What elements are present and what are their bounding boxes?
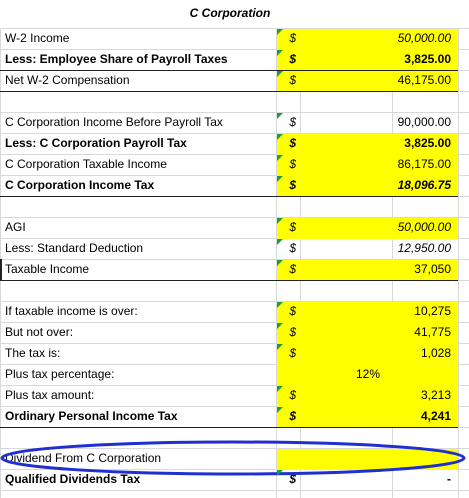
currency-symbol: $ <box>289 178 296 192</box>
highlight <box>277 344 458 365</box>
grid-line <box>0 490 469 491</box>
border-line <box>0 91 458 92</box>
grid-line <box>0 301 469 302</box>
highlight <box>277 365 458 386</box>
currency-symbol: $ <box>289 157 296 171</box>
highlight <box>277 29 458 50</box>
currency-symbol: $ <box>289 325 296 339</box>
row-label: C Corporation Taxable Income <box>5 157 167 171</box>
row-label: Dividend From C Corporation <box>5 451 162 465</box>
row-label: Less: C Corporation Payroll Tax <box>5 136 187 150</box>
row-label: C Corporation Income Before Payroll Tax <box>5 115 223 129</box>
row-label: The tax is: <box>5 346 61 360</box>
grid-line <box>0 217 469 218</box>
grid-line <box>0 343 469 344</box>
currency-symbol: $ <box>289 472 296 486</box>
border-line <box>0 70 458 71</box>
row-label: AGI <box>5 220 26 234</box>
grid-line <box>0 133 469 134</box>
currency-symbol: $ <box>289 73 296 87</box>
grid-line <box>0 259 469 260</box>
sheet-title: C Corporation <box>189 6 271 20</box>
grid-line <box>0 238 469 239</box>
highlight <box>277 386 458 407</box>
highlight <box>277 134 458 155</box>
row-value: 3,213 <box>420 388 451 402</box>
row-label: Plus tax amount: <box>5 388 95 402</box>
currency-symbol: $ <box>289 346 296 360</box>
row-label: W-2 Income <box>5 31 70 45</box>
row-label: Less: Employee Share of Payroll Taxes <box>5 52 228 66</box>
highlight <box>277 302 458 323</box>
grid-line <box>0 154 469 155</box>
highlight <box>277 50 458 71</box>
grid-line <box>458 28 459 498</box>
row-value: 90,000.00 <box>397 115 451 129</box>
border-line <box>0 280 458 281</box>
row-value: 10,275 <box>414 304 451 318</box>
row-label: Plus tax percentage: <box>5 367 115 381</box>
currency-symbol: $ <box>289 220 296 234</box>
currency-symbol: $ <box>289 136 296 150</box>
row-value: 41,775 <box>414 325 451 339</box>
row-value: 86,175.00 <box>397 157 451 171</box>
row-value: 12% <box>355 367 380 381</box>
grid-line <box>0 385 469 386</box>
row-label: C Corporation Income Tax <box>5 178 155 192</box>
highlight <box>277 218 458 239</box>
border-line <box>0 259 2 280</box>
row-value: 3,825.00 <box>404 136 451 150</box>
grid-line <box>0 175 469 176</box>
currency-symbol: $ <box>289 115 296 129</box>
row-label: But not over: <box>5 325 74 339</box>
highlight <box>277 407 458 428</box>
grid-line <box>0 406 469 407</box>
row-label: Taxable Income <box>5 262 90 276</box>
grid-line <box>0 49 469 50</box>
border-line <box>0 427 458 428</box>
currency-symbol: $ <box>289 241 296 255</box>
row-label: If taxable income is over: <box>5 304 138 318</box>
grid-line <box>0 364 469 365</box>
currency-symbol: $ <box>289 409 296 423</box>
grid-line <box>0 112 469 113</box>
currency-symbol: $ <box>289 31 296 45</box>
highlight <box>277 323 458 344</box>
row-label: Less: Standard Deduction <box>5 241 144 255</box>
grid-line <box>0 322 469 323</box>
row-value: 4,241 <box>420 409 451 423</box>
currency-symbol: $ <box>289 52 296 66</box>
row-value: 18,096.75 <box>397 178 451 192</box>
row-value: 3,825.00 <box>404 52 451 66</box>
highlight <box>277 71 458 92</box>
row-value: 1,028 <box>420 346 451 360</box>
row-value: 12,950.00 <box>397 241 451 255</box>
highlight <box>277 155 458 176</box>
currency-symbol: $ <box>289 262 296 276</box>
row-value: 37,050 <box>414 262 451 276</box>
currency-symbol: $ <box>289 304 296 318</box>
row-label: Ordinary Personal Income Tax <box>5 409 178 423</box>
row-value: 50,000.00 <box>397 31 451 45</box>
border-line <box>0 196 458 197</box>
row-value: - <box>447 472 451 486</box>
row-value: 46,175.00 <box>397 73 451 87</box>
highlight <box>277 260 458 281</box>
grid-line <box>0 28 469 29</box>
currency-symbol: $ <box>289 388 296 402</box>
row-label: Qualified Dividends Tax <box>5 472 141 486</box>
row-value: 50,000.00 <box>397 220 451 234</box>
grid-line <box>276 28 277 498</box>
row-label: Net W-2 Compensation <box>5 73 130 87</box>
highlight <box>277 449 458 470</box>
highlight <box>277 176 458 197</box>
